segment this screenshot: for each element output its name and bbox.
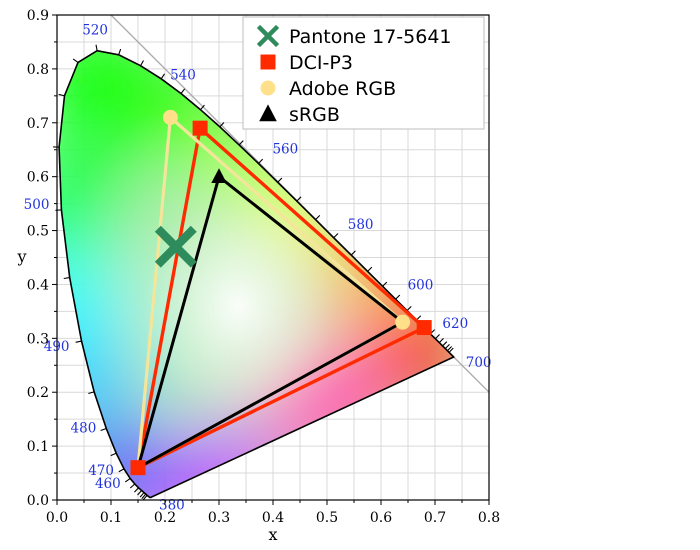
- marker-dci-p3: [416, 320, 432, 336]
- legend-marker-dci-p3: [260, 54, 276, 70]
- legend-label-dci-p3: DCI-P3: [289, 52, 353, 74]
- wavelength-tick: [75, 340, 82, 343]
- y-tick-label: 0.5: [27, 224, 49, 240]
- marker-dci-p3: [192, 120, 208, 136]
- wavelength-tick: [438, 338, 444, 344]
- wavelength-tick: [118, 48, 122, 55]
- y-tick-label: 0.8: [27, 62, 49, 78]
- y-tick-label: 0.9: [27, 8, 49, 24]
- marker-srgb: [211, 168, 227, 183]
- wavelength-tick: [63, 277, 70, 280]
- wavelength-tick: [200, 104, 205, 111]
- x-tick-label: 0.1: [100, 510, 122, 526]
- wavelength-tick: [100, 427, 107, 432]
- y-tick-label: 0.1: [27, 439, 49, 455]
- wavelength-tick: [406, 305, 412, 312]
- wavelength-tick: [444, 343, 450, 350]
- y-tick-label: 0.7: [27, 116, 49, 132]
- wavelength-tick: [296, 196, 302, 202]
- y-tick-label: 0.6: [27, 170, 49, 186]
- wavelength-tick: [315, 215, 321, 221]
- legend-label-pantone-17-5641: Pantone 17-5641: [289, 26, 452, 48]
- wavelength-tick: [180, 88, 186, 94]
- wavelength-tick: [448, 347, 454, 353]
- wavelength-tick: [395, 294, 401, 300]
- wavelength-label: 540: [170, 68, 196, 84]
- wavelength-label: 600: [408, 277, 434, 293]
- marker-dci-p3: [130, 460, 146, 476]
- y-tick-label: 0.4: [27, 277, 49, 293]
- x-tick-label: 0.5: [316, 510, 338, 526]
- wavelength-tick: [367, 266, 373, 272]
- x-tick-label: 0.6: [370, 510, 392, 526]
- x-axis-title: x: [268, 525, 277, 544]
- x-tick-label: 0.8: [478, 510, 500, 526]
- x-tick-label: 0.4: [262, 510, 284, 526]
- y-axis-title: y: [16, 247, 26, 266]
- legend: Pantone 17-5641 DCI-P3 Adobe RGB sRGB: [242, 16, 485, 130]
- wavelength-label: 470: [88, 463, 114, 479]
- wavelength-tick: [118, 468, 125, 473]
- x-tick-label: 0.0: [46, 510, 68, 526]
- y-axis-ticks: 0.0 0.1 0.2 0.3 0.4 0.5 0.6 0.7 0.8 0.9: [27, 8, 57, 509]
- y-tick-label: 0.3: [27, 331, 49, 347]
- wavelength-label: 560: [272, 141, 298, 157]
- legend-marker-pantone-17-5641: [256, 24, 280, 48]
- wavelength-label: 480: [71, 420, 97, 436]
- y-tick-label: 0.2: [27, 385, 49, 401]
- wavelength-tick: [139, 492, 145, 498]
- legend-label-srgb: sRGB: [289, 104, 340, 126]
- wavelength-tick: [110, 452, 117, 457]
- wavelength-tick: [141, 493, 147, 499]
- wavelength-tick: [142, 495, 148, 501]
- wavelength-tick: [219, 122, 225, 128]
- wavelength-tick: [382, 281, 388, 287]
- wavelength-tick: [88, 391, 95, 395]
- wavelength-tick: [238, 140, 244, 146]
- wavelength-label: 500: [24, 197, 50, 213]
- wavelength-tick: [129, 483, 136, 489]
- wavelength-tick: [434, 334, 440, 340]
- spectral-locus-outline: [58, 49, 456, 499]
- gamut-triangle-srgb: [135, 174, 406, 471]
- marker-stroke: [154, 225, 197, 268]
- wavelength-label: 520: [82, 23, 108, 39]
- wavelength-tick: [95, 44, 98, 51]
- wavelength-tick: [350, 250, 356, 256]
- wavelength-tick: [134, 487, 139, 493]
- marker-pantone-17-5641: [154, 225, 197, 268]
- gamut-triangles: [135, 114, 428, 471]
- y-tick-label: 0.0: [27, 493, 49, 509]
- wavelength-label: 460: [95, 476, 121, 492]
- marker-stroke: [256, 24, 280, 48]
- wavelength-tick: [447, 346, 453, 352]
- wavelength-tick: [140, 60, 144, 66]
- wavelength-tick: [72, 58, 79, 63]
- marker-adobe-rgb: [395, 314, 411, 330]
- marker-adobe-rgb: [162, 109, 178, 125]
- wavelength-tick: [160, 73, 166, 80]
- wavelength-tick: [277, 177, 283, 183]
- x-axis-ticks: 0.0 0.1 0.2 0.3 0.4 0.5 0.6 0.7 0.8: [46, 500, 500, 526]
- x-tick-label: 0.3: [208, 510, 230, 526]
- wavelength-tick: [333, 233, 339, 239]
- legend-box: [242, 16, 485, 130]
- wavelength-label: 700: [466, 355, 492, 371]
- wavelength-tick: [58, 93, 65, 97]
- x-tick-label: 0.7: [424, 510, 446, 526]
- gamut-triangle-dci-p3: [135, 124, 428, 471]
- wavelength-tick: [442, 341, 448, 347]
- wavelength-tick: [258, 158, 264, 164]
- wavelength-label: 580: [348, 217, 374, 233]
- legend-label-adobe-rgb: Adobe RGB: [289, 78, 396, 100]
- x-tick-label: 0.2: [154, 510, 176, 526]
- series-markers: [130, 109, 432, 476]
- legend-marker-adobe-rgb: [260, 80, 276, 96]
- wavelength-tick: [137, 490, 142, 496]
- legend-marker-srgb: [259, 104, 277, 122]
- wavelength-label: 620: [442, 316, 468, 332]
- wavelength-tick: [124, 478, 131, 483]
